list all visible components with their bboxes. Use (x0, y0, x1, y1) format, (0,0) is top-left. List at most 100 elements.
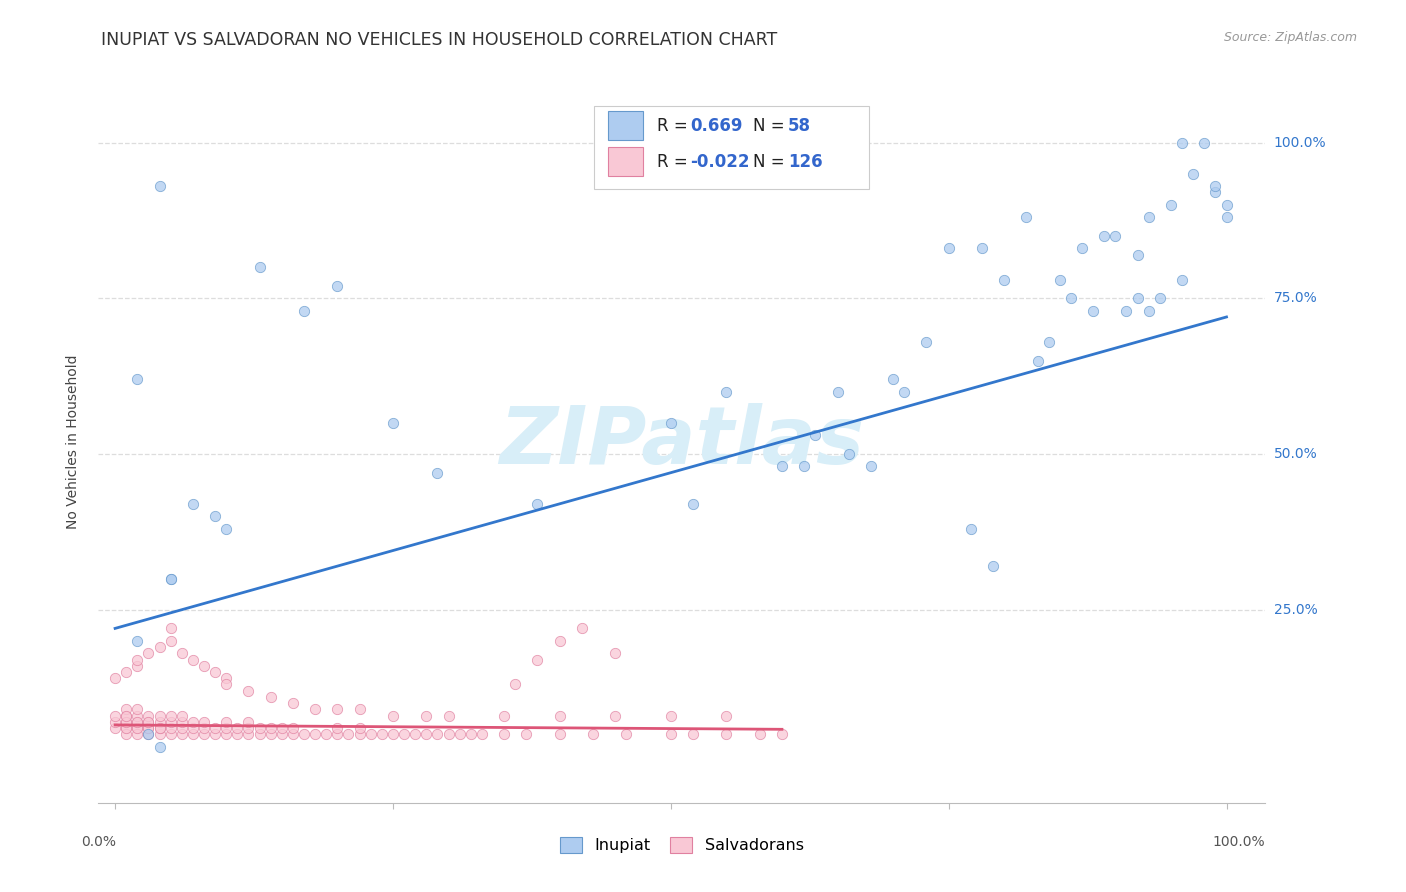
Point (1149, 291, 1171, 305)
Point (281, 727, 304, 741)
Point (437, 708, 460, 723)
Point (159, 721, 181, 735)
Point (582, 727, 605, 741)
Text: R =: R = (658, 117, 693, 135)
Point (193, 721, 215, 735)
Point (304, 727, 326, 741)
Point (127, 714, 149, 729)
Point (526, 497, 548, 511)
Text: 0.0%: 0.0% (82, 835, 115, 849)
Point (226, 721, 249, 735)
Point (1038, 334, 1060, 349)
Point (181, 727, 204, 741)
Text: R =: R = (658, 153, 693, 171)
Point (270, 721, 292, 735)
Point (260, 727, 283, 741)
Point (1137, 303, 1160, 318)
Point (404, 727, 426, 741)
Point (893, 384, 915, 399)
Point (204, 665, 226, 679)
Point (748, 727, 770, 741)
Point (1204, 179, 1226, 194)
Point (138, 721, 160, 735)
Point (515, 727, 537, 741)
Point (104, 721, 127, 735)
Point (960, 522, 983, 536)
Point (127, 633, 149, 648)
Point (181, 652, 204, 666)
Point (115, 727, 138, 741)
Point (337, 727, 360, 741)
Point (127, 708, 149, 723)
Text: 126: 126 (789, 153, 823, 171)
Point (138, 714, 160, 729)
Point (159, 727, 181, 741)
Point (159, 621, 181, 635)
Point (170, 708, 193, 723)
Point (215, 677, 238, 691)
Point (249, 260, 271, 274)
Point (215, 721, 238, 735)
Point (1215, 211, 1237, 225)
Point (238, 727, 260, 741)
Point (148, 721, 170, 735)
Point (204, 509, 226, 524)
Point (605, 646, 627, 660)
Point (859, 459, 882, 474)
Point (415, 708, 437, 723)
Point (326, 278, 349, 293)
Point (127, 721, 149, 735)
Point (138, 646, 160, 660)
Point (1049, 272, 1071, 286)
Point (138, 727, 160, 741)
Point (659, 708, 682, 723)
Point (181, 714, 204, 729)
Point (1071, 242, 1094, 256)
Point (326, 721, 349, 735)
Point (1171, 272, 1194, 286)
Point (170, 727, 193, 741)
Point (127, 702, 149, 716)
Point (204, 727, 226, 741)
Point (548, 727, 571, 741)
Point (682, 727, 704, 741)
Point (1194, 136, 1216, 150)
Point (115, 714, 138, 729)
Point (281, 721, 304, 735)
Point (148, 179, 170, 194)
Point (304, 702, 326, 716)
Point (215, 714, 238, 729)
Point (548, 633, 571, 648)
Point (682, 497, 704, 511)
Point (148, 727, 170, 741)
Point (238, 721, 260, 735)
Point (614, 727, 637, 741)
Point (281, 696, 304, 710)
Point (115, 721, 138, 735)
Point (193, 714, 215, 729)
Point (159, 714, 181, 729)
Point (1104, 229, 1126, 244)
Point (1215, 198, 1237, 212)
Point (494, 727, 516, 741)
Point (460, 727, 482, 741)
Point (315, 727, 337, 741)
Point (148, 714, 170, 729)
Y-axis label: No Vehicles in Household: No Vehicles in Household (66, 354, 80, 529)
Point (770, 459, 793, 474)
Point (381, 727, 404, 741)
Point (1015, 211, 1038, 225)
Point (838, 447, 860, 461)
Point (115, 708, 138, 723)
Point (1115, 303, 1137, 318)
Point (938, 242, 960, 256)
Point (215, 727, 238, 741)
Point (659, 416, 682, 430)
Point (605, 708, 627, 723)
Point (360, 727, 382, 741)
Point (104, 714, 127, 729)
FancyBboxPatch shape (595, 105, 869, 189)
Point (148, 721, 170, 735)
Point (970, 242, 993, 256)
Point (882, 372, 904, 386)
